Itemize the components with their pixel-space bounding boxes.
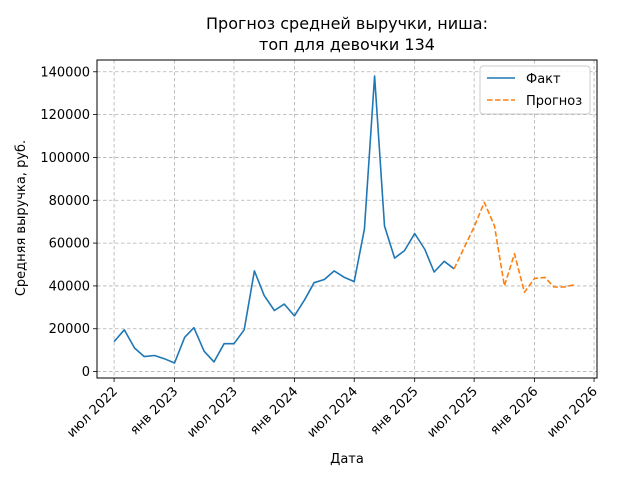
x-axis-label: Дата	[330, 452, 364, 467]
y-tick-label: 0	[82, 365, 90, 380]
y-tick-label: 140000	[40, 65, 90, 80]
y-tick-label: 80000	[49, 194, 90, 209]
legend-label-0: Факт	[526, 72, 561, 87]
chart-subtitle: топ для девочки 134	[259, 35, 435, 54]
y-tick-label: 60000	[49, 237, 90, 252]
plot-area-frame	[96, 59, 598, 379]
legend: Факт Прогноз	[479, 65, 591, 115]
plot-series	[113, 75, 575, 364]
y-tick-label: 40000	[49, 279, 90, 294]
y-tick-label: 20000	[49, 322, 90, 337]
y-axis-label: Средняя выручка, руб.	[14, 140, 29, 296]
series-line-forecast	[453, 201, 575, 294]
y-axis-ticks: 0 20000 40000 60000 80000 100000 120000 140000	[40, 65, 97, 380]
y-tick-label: 120000	[40, 108, 90, 123]
y-tick-label: 100000	[40, 151, 90, 166]
series-line-actual	[113, 75, 455, 364]
chart-title: Прогноз средней выручки, ниша:	[206, 14, 488, 33]
legend-label-1: Прогноз	[526, 94, 582, 109]
